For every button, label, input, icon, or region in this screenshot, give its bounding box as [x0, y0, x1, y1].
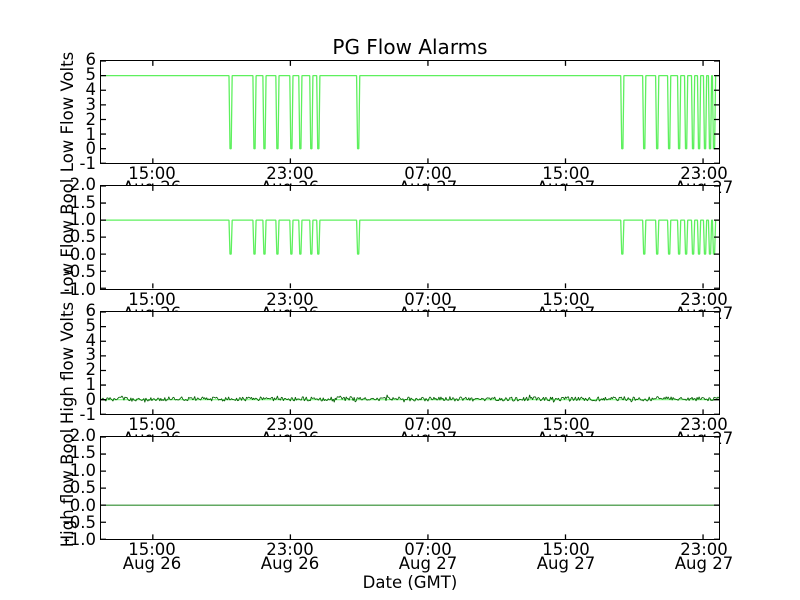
x-tick-label: 23:00	[266, 415, 314, 434]
x-date-label: Aug 27	[536, 554, 596, 574]
y-tick-label: -1.0	[63, 279, 96, 299]
tick-marks	[101, 61, 719, 164]
y-tick-label: 4	[85, 79, 97, 99]
y-tick-label: 0.5	[69, 478, 96, 498]
x-date-label: Aug 26	[260, 554, 320, 574]
x-tick-label: 23:00	[680, 540, 728, 560]
y-tick-label: 0.0	[69, 495, 96, 515]
y-tick-label: 3	[85, 94, 97, 114]
y-tick-label: 1.0	[69, 210, 96, 230]
plot-canvas-3	[101, 311, 719, 414]
x-date-label: Aug 26	[122, 554, 182, 574]
axes-1	[100, 60, 720, 165]
tick-marks	[101, 186, 719, 289]
y-axis-label-4: High flow Bool	[58, 428, 77, 548]
y-tick-label: 2	[85, 360, 97, 380]
x-tick-label: 07:00	[404, 540, 452, 560]
y-tick-label: 1.5	[69, 192, 96, 212]
plot-canvas-2	[101, 186, 719, 289]
x-tick-label: 15:00	[542, 289, 590, 309]
y-tick-label: 3	[85, 345, 97, 365]
y-tick-label: 0	[85, 390, 97, 410]
y-tick-label: 5	[85, 64, 97, 84]
axes-4	[100, 436, 720, 541]
x-date-label: Aug 27	[674, 554, 734, 574]
y-tick-label: 6	[85, 300, 97, 320]
x-tick-label: 15:00	[128, 164, 176, 184]
x-tick-label: 07:00	[404, 415, 452, 434]
y-tick-label: -1.0	[63, 530, 96, 550]
x-tick-label: 07:00	[404, 289, 452, 309]
tick-marks	[101, 311, 719, 414]
x-tick-label: 15:00	[128, 540, 176, 560]
y-tick-label: -1	[79, 154, 96, 174]
y-tick-label: 2	[85, 109, 97, 129]
x-tick-label: 23:00	[266, 164, 314, 184]
x-tick-label: 23:00	[266, 540, 314, 560]
y-tick-label: 2.0	[69, 175, 96, 195]
x-tick-label: 15:00	[542, 415, 590, 434]
noise-series	[101, 394, 719, 403]
x-tick-label: 15:00	[542, 540, 590, 560]
y-tick-label: -0.5	[63, 512, 96, 532]
y-tick-label: -1	[79, 405, 96, 424]
y-tick-label: 1	[85, 375, 97, 395]
series-line	[101, 219, 719, 256]
y-tick-label: 0.5	[69, 227, 96, 247]
y-tick-label: 1.5	[69, 443, 96, 463]
y-tick-label: -0.5	[63, 262, 96, 282]
y-tick-label: 0	[85, 139, 97, 159]
x-date-label: Aug 27	[398, 554, 458, 574]
x-tick-label: 15:00	[128, 415, 176, 434]
y-tick-label: 5	[85, 315, 97, 335]
x-axis-title: Date (GMT)	[362, 573, 458, 592]
plot-canvas-4	[101, 437, 719, 540]
series-line	[101, 74, 719, 150]
axes-2	[100, 185, 720, 290]
tick-marks	[101, 437, 719, 540]
y-tick-label: 0.0	[69, 244, 96, 264]
x-tick-label: 23:00	[680, 415, 728, 434]
x-tick-label: 23:00	[680, 164, 728, 184]
x-tick-label: 23:00	[680, 289, 728, 309]
y-tick-label: 2.0	[69, 426, 96, 445]
y-tick-label: 6	[85, 50, 97, 69]
chart-title: PG Flow Alarms	[332, 35, 488, 59]
plot-canvas-1	[101, 61, 719, 164]
x-tick-label: 15:00	[542, 164, 590, 184]
axes-3	[100, 310, 720, 415]
y-tick-label: 4	[85, 330, 97, 350]
y-tick-label: 1.0	[69, 460, 96, 480]
x-tick-label: 15:00	[128, 289, 176, 309]
x-tick-label: 23:00	[266, 289, 314, 309]
y-tick-label: 1	[85, 124, 97, 144]
x-tick-label: 07:00	[404, 164, 452, 184]
